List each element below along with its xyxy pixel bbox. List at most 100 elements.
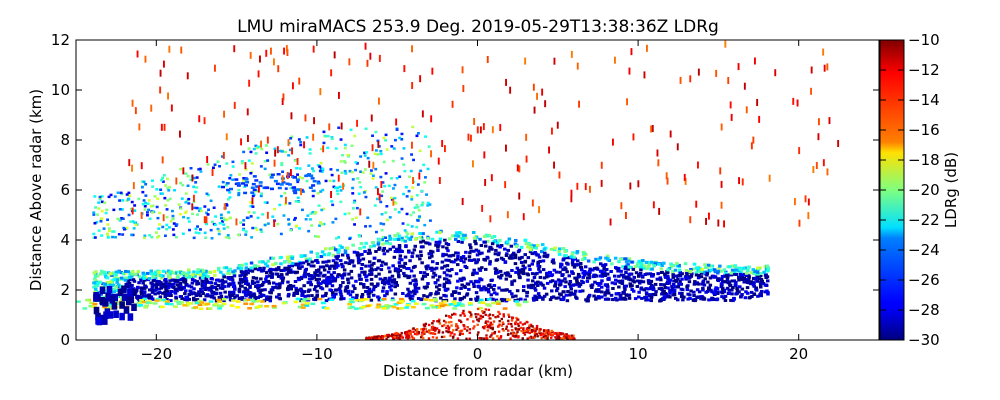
ice-cell bbox=[322, 207, 326, 211]
cloud-cell bbox=[574, 263, 578, 267]
cloud-cell bbox=[274, 262, 278, 266]
echo-cell bbox=[708, 212, 710, 220]
cloud-cell bbox=[316, 261, 320, 264]
ice-cell bbox=[373, 204, 377, 207]
cloud-cell bbox=[175, 289, 179, 293]
cloud-cell bbox=[526, 245, 530, 249]
clutter-cell bbox=[501, 321, 504, 324]
cloud-cell bbox=[173, 288, 177, 291]
echo-cell bbox=[392, 198, 395, 206]
cloud-cell bbox=[92, 285, 96, 289]
cloud-cell bbox=[195, 280, 200, 284]
melting-cell bbox=[467, 302, 473, 305]
cloud-cell bbox=[649, 279, 654, 283]
cloud-cell bbox=[140, 292, 144, 296]
ice-cell bbox=[141, 202, 145, 206]
cloud-cell bbox=[326, 270, 331, 274]
cloud-cell bbox=[192, 298, 196, 302]
cloud-cell bbox=[626, 267, 630, 271]
cloud-cell bbox=[709, 268, 713, 272]
cloud-cell bbox=[497, 275, 501, 279]
y-tick-label: 6 bbox=[60, 181, 70, 199]
ice-cell bbox=[369, 172, 373, 175]
ice-cell bbox=[203, 231, 207, 235]
cloud-cell bbox=[720, 277, 724, 281]
melting-cell bbox=[442, 300, 448, 303]
cloud-cell bbox=[738, 285, 742, 289]
cloud-cell bbox=[671, 264, 676, 268]
echo-cell bbox=[257, 70, 260, 78]
ice-cell bbox=[314, 235, 317, 238]
cloud-cell bbox=[658, 299, 662, 303]
cloud-cell bbox=[572, 255, 576, 259]
clutter-cell bbox=[497, 330, 501, 333]
clutter-cell bbox=[491, 326, 494, 329]
cloud-cell bbox=[227, 271, 232, 275]
cloud-cell bbox=[598, 256, 603, 260]
cloud-cell bbox=[571, 263, 575, 267]
cloud-cell bbox=[183, 280, 188, 284]
cloud-cell bbox=[737, 278, 741, 282]
cloud-cell bbox=[589, 284, 593, 288]
cloud-cell bbox=[665, 271, 669, 275]
clutter-cell bbox=[489, 326, 492, 330]
melting-cell bbox=[347, 303, 352, 306]
echo-cell bbox=[273, 159, 276, 167]
cloud-cell bbox=[549, 274, 554, 278]
cloud-cell bbox=[469, 259, 474, 262]
cloud-cell bbox=[445, 246, 449, 250]
cloud-cell bbox=[308, 280, 313, 284]
clutter-cell bbox=[523, 329, 527, 332]
cloud-cell bbox=[713, 288, 718, 292]
melting-cell bbox=[145, 301, 151, 304]
clutter-cell bbox=[485, 334, 488, 337]
cloud-cell bbox=[670, 284, 674, 288]
cloud-cell bbox=[344, 261, 348, 265]
ice-cell bbox=[118, 208, 122, 211]
cloud-cell bbox=[730, 292, 734, 296]
cloud-cell bbox=[480, 266, 484, 270]
cloud-cell bbox=[218, 279, 222, 283]
cloud-cell bbox=[573, 257, 577, 261]
ice-cell bbox=[330, 137, 334, 140]
ice-cell bbox=[376, 197, 379, 201]
cloud-cell bbox=[609, 293, 614, 297]
cloud-cell bbox=[463, 264, 467, 268]
echo-cell bbox=[683, 173, 686, 181]
cloud-cell bbox=[624, 293, 629, 297]
cloud-cell bbox=[111, 283, 116, 287]
ice-cell bbox=[100, 195, 104, 198]
cloud-cell bbox=[519, 261, 524, 264]
cloud-cell bbox=[243, 286, 247, 290]
cloud-cell bbox=[425, 273, 429, 276]
echo-cell bbox=[333, 51, 336, 59]
cloud-cell bbox=[564, 254, 568, 258]
cloud-cell bbox=[409, 298, 413, 301]
echo-cell bbox=[758, 115, 761, 123]
melting-cell bbox=[154, 299, 160, 302]
cloud-cell bbox=[444, 242, 449, 246]
clutter-cell bbox=[379, 337, 382, 340]
cloud-cell bbox=[230, 276, 234, 279]
cloud-cell bbox=[558, 292, 562, 296]
cloud-cell bbox=[558, 280, 562, 284]
melting-cell bbox=[249, 302, 255, 306]
melting-cell bbox=[143, 306, 149, 309]
cloud-cell bbox=[147, 277, 152, 281]
clutter-cell bbox=[397, 336, 401, 340]
cloud-cell bbox=[530, 262, 534, 266]
cloud-cell bbox=[150, 272, 154, 276]
cloud-cell bbox=[269, 271, 273, 274]
cloud-cell bbox=[765, 264, 769, 268]
cloud-cell bbox=[274, 267, 279, 271]
cloud-cell bbox=[230, 278, 235, 282]
echo-cell bbox=[378, 193, 381, 201]
cloud-cell bbox=[490, 236, 494, 239]
cloud-cell bbox=[123, 278, 128, 282]
cloud-cell bbox=[410, 232, 415, 236]
clutter-cell bbox=[457, 319, 461, 322]
cloud-cell bbox=[161, 282, 166, 286]
cloud-cell bbox=[519, 297, 523, 301]
ice-cell bbox=[411, 125, 415, 129]
